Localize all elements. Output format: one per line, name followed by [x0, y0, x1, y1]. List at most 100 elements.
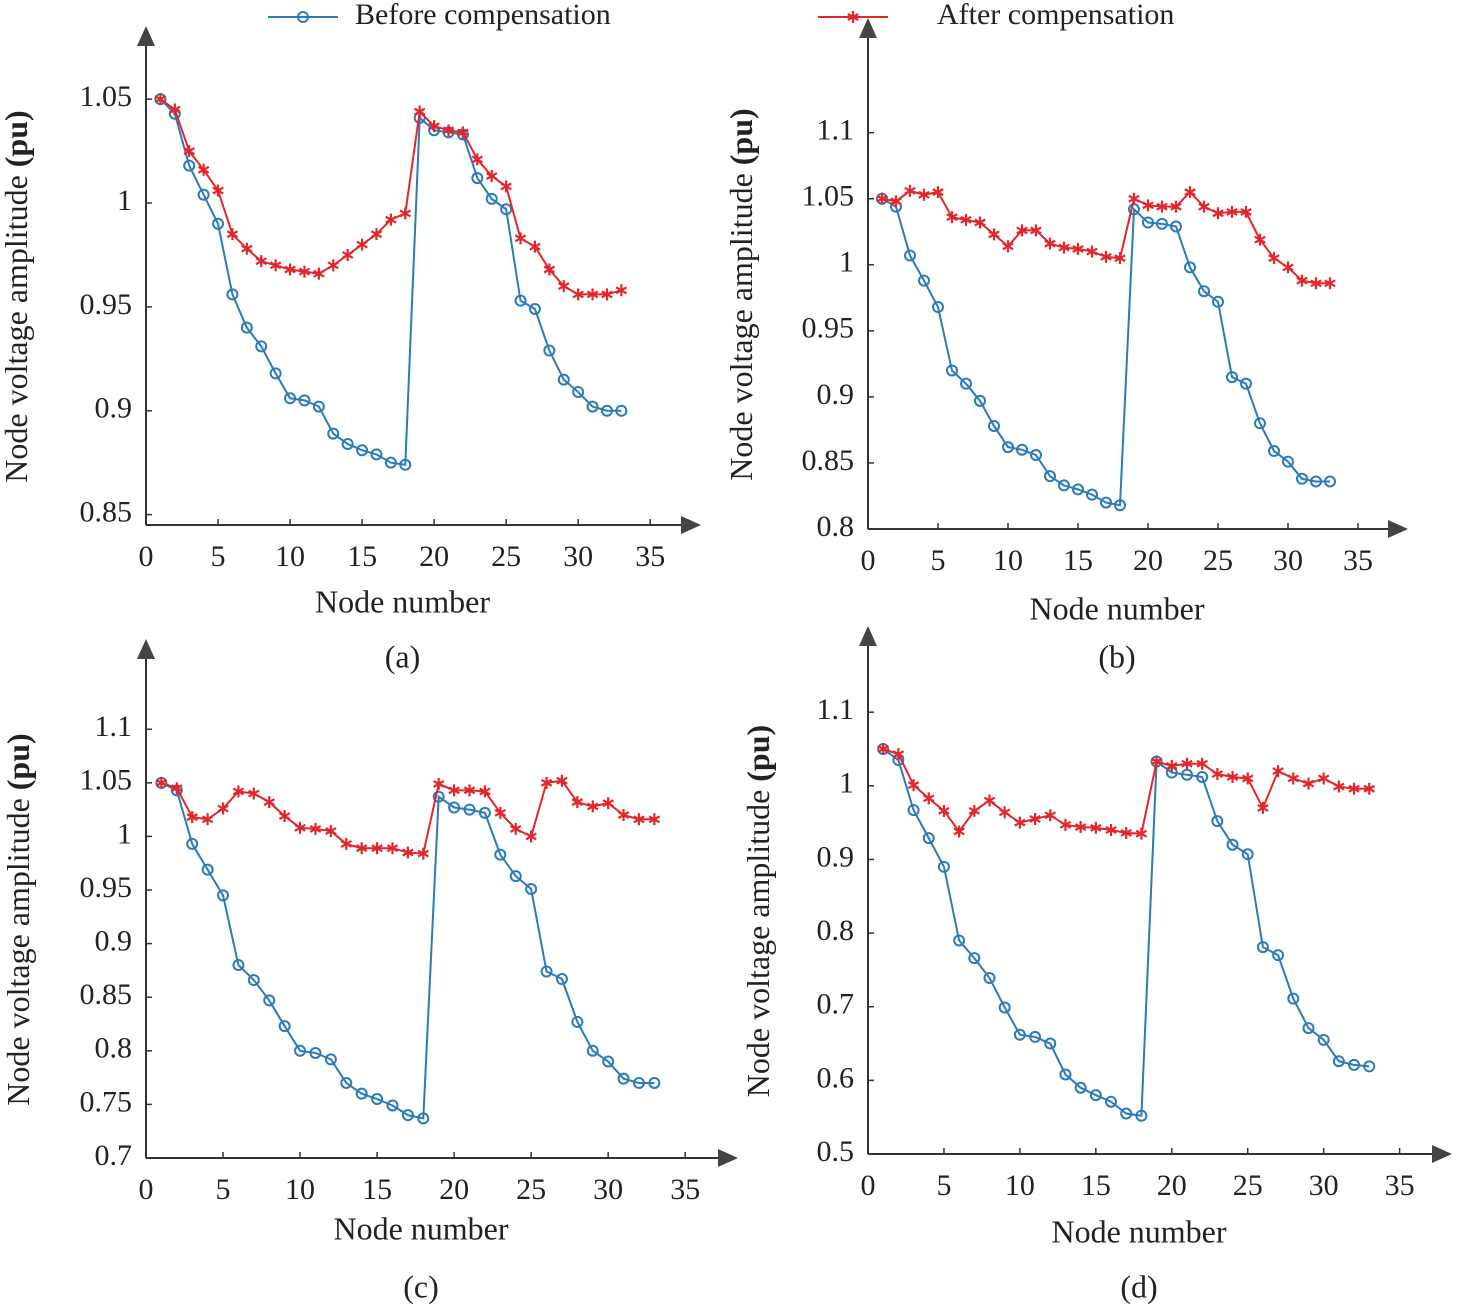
- x-tick-label: 25: [491, 540, 521, 573]
- point-marker: [602, 1055, 615, 1068]
- point-marker: [1002, 240, 1014, 253]
- y-tick-label: 0.95: [802, 312, 855, 345]
- y-axis-label: Node voltage amplitude (pu): [0, 733, 36, 1105]
- point-marker: [399, 207, 412, 220]
- point-marker: [327, 427, 340, 440]
- point-marker: [241, 242, 253, 255]
- point-marker: [324, 1053, 337, 1066]
- point-marker: [907, 779, 920, 792]
- point-marker: [946, 211, 958, 224]
- point-marker: [514, 294, 527, 307]
- series-line: [160, 781, 655, 1120]
- point-marker: [615, 284, 628, 297]
- point-marker: [648, 1076, 661, 1089]
- y-axis-label-text: Node voltage amplitude: [0, 798, 36, 1105]
- point-marker: [907, 804, 920, 817]
- series-line: [161, 779, 655, 855]
- point-marker: [998, 1001, 1011, 1014]
- point-marker: [1029, 812, 1041, 825]
- point-marker: [937, 860, 950, 873]
- y-tick-label: 0.7: [817, 988, 855, 1021]
- x-axis-label: Node number: [1029, 590, 1204, 626]
- point-marker: [417, 1112, 430, 1125]
- point-marker: [478, 806, 491, 819]
- point-marker: [1363, 782, 1375, 795]
- point-marker: [968, 804, 981, 817]
- point-marker: [448, 801, 461, 814]
- x-axis-label: Node number: [1051, 1213, 1226, 1249]
- point-marker: [1226, 838, 1239, 851]
- point-marker: [1044, 470, 1056, 483]
- point-marker: [284, 263, 296, 276]
- point-marker: [341, 248, 354, 261]
- y-tick-label: 0.5: [817, 1135, 855, 1168]
- point-marker: [922, 832, 935, 845]
- point-marker: [500, 203, 513, 216]
- point-marker: [932, 301, 944, 314]
- caption: (a): [385, 638, 421, 674]
- y-tick-label: 0.75: [80, 1085, 133, 1118]
- point-marker: [355, 1087, 368, 1100]
- point-marker: [557, 373, 570, 386]
- point-marker: [904, 184, 916, 197]
- point-marker: [525, 830, 537, 843]
- point-marker: [232, 959, 245, 972]
- y-axis-arrow: [137, 26, 155, 46]
- point-marker: [1114, 252, 1126, 265]
- y-tick-label: 1.1: [95, 710, 133, 743]
- point-marker: [278, 810, 291, 823]
- point-marker: [494, 848, 507, 861]
- x-tick-label: 20: [439, 1173, 469, 1206]
- x-tick-label: 30: [1309, 1169, 1339, 1202]
- y-tick-label: 0.95: [80, 288, 133, 321]
- point-marker: [1089, 1089, 1102, 1102]
- point-marker: [1211, 768, 1224, 781]
- point-marker: [401, 1109, 414, 1122]
- point-marker: [386, 1099, 399, 1112]
- point-marker: [463, 784, 476, 797]
- point-marker: [1156, 200, 1168, 213]
- point-marker: [1105, 824, 1117, 836]
- point-marker: [571, 1015, 584, 1028]
- point-marker: [186, 837, 199, 850]
- y-tick-label: 1.05: [80, 80, 133, 113]
- point-marker: [269, 259, 282, 272]
- point-marker: [543, 344, 556, 357]
- point-marker: [540, 776, 553, 789]
- point-marker: [600, 404, 613, 417]
- y-axis-label-unit: (pu): [723, 108, 759, 165]
- point-marker: [1002, 441, 1014, 454]
- point-marker: [617, 1072, 630, 1085]
- point-marker: [1272, 949, 1285, 962]
- x-tick-label: 35: [1385, 1169, 1415, 1202]
- y-axis-label-unit: (pu): [0, 733, 36, 790]
- point-marker: [255, 255, 267, 268]
- x-axis-arrow: [1388, 520, 1408, 538]
- point-marker: [1059, 1068, 1072, 1081]
- point-marker: [586, 288, 599, 301]
- y-tick-label: 1.05: [802, 180, 855, 213]
- point-marker: [356, 444, 369, 457]
- x-tick-label: 10: [275, 540, 305, 573]
- point-marker: [471, 153, 484, 166]
- point-marker: [923, 792, 935, 805]
- point-marker: [1058, 241, 1070, 254]
- point-marker: [1090, 821, 1102, 834]
- y-axis-arrow: [859, 626, 877, 646]
- point-marker: [1302, 1022, 1315, 1035]
- point-marker: [1241, 848, 1254, 861]
- point-marker: [485, 192, 498, 205]
- legend-label: After compensation: [937, 0, 1174, 31]
- point-marker: [1142, 199, 1154, 212]
- point-marker: [1296, 274, 1308, 287]
- point-marker: [1166, 759, 1178, 772]
- x-tick-label: 35: [1343, 544, 1373, 577]
- point-marker: [217, 889, 230, 902]
- point-marker: [1044, 809, 1057, 822]
- point-marker: [586, 400, 599, 413]
- point-marker: [432, 777, 445, 790]
- point-marker: [1142, 216, 1154, 229]
- point-marker: [186, 811, 198, 824]
- point-marker: [255, 340, 268, 353]
